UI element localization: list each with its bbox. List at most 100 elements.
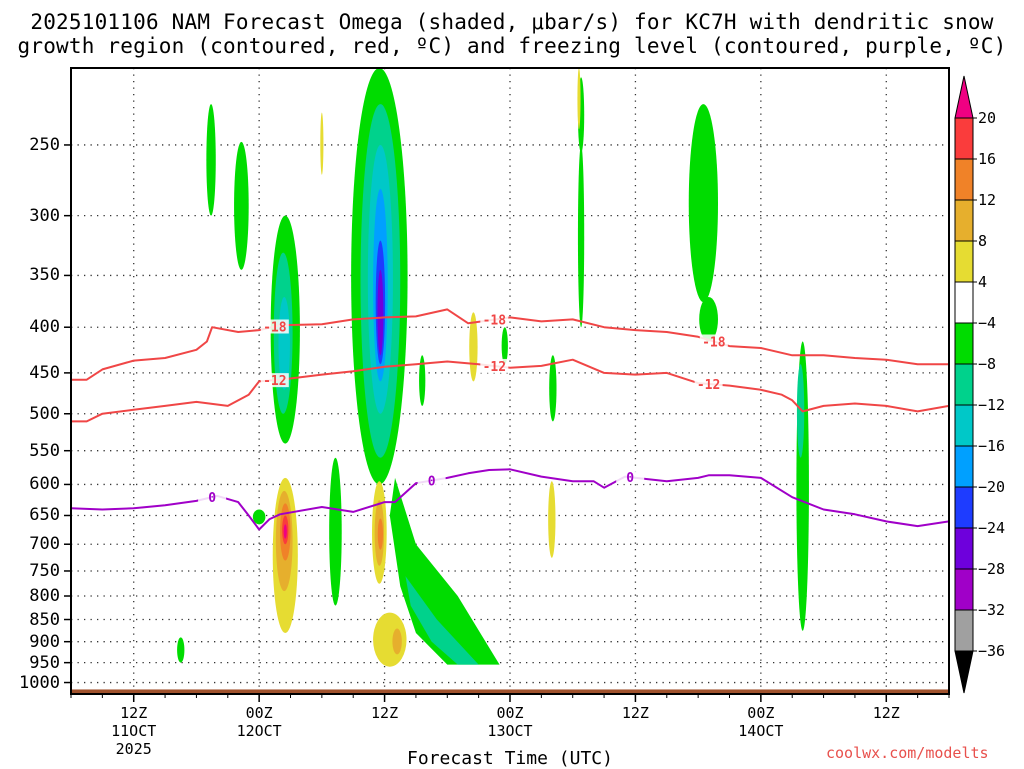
contour-label-bg (260, 319, 289, 334)
y-tick-label: 700 (29, 534, 60, 555)
colorbar-bin (954, 199, 974, 242)
colorbar-label: 16 (978, 150, 997, 168)
colorbar-label: −16 (978, 437, 1006, 455)
contour-label: -18 (263, 320, 287, 335)
colorbar-label: −24 (978, 519, 1006, 537)
colorbar-bin (954, 609, 974, 652)
contour-label: -12 (263, 374, 286, 389)
contour-label: -18 (702, 335, 726, 350)
y-tick-label: 600 (29, 474, 60, 495)
y-tick-label: 400 (29, 317, 60, 338)
contour-label-bg (694, 376, 723, 391)
omega-shade-region (320, 112, 324, 175)
omega-shade-region (377, 518, 384, 550)
colorbar-label: 12 (978, 191, 997, 209)
colorbar-bin (954, 404, 974, 447)
y-tick-label: 1000 (19, 672, 60, 693)
colorbar-label: 8 (978, 232, 988, 250)
omega-shade-region (377, 269, 384, 356)
x-tick-label: 12Z (621, 704, 649, 722)
omega-shade-region (419, 355, 426, 406)
contour-label: 0 (428, 475, 436, 490)
y-tick-label: 650 (29, 505, 60, 526)
colorbar-bin (954, 486, 974, 529)
contour-label: 0 (626, 471, 634, 486)
x-axis-label: Forecast Time (UTC) (407, 748, 613, 769)
omega-shade-region (234, 141, 249, 270)
contour-label: -18 (483, 314, 507, 329)
contour-line (71, 308, 949, 381)
omega-shade-region (283, 524, 287, 539)
colorbar-bin (954, 527, 974, 570)
contour-label-bg (480, 312, 509, 327)
x-tick-label: 14OCT (738, 722, 784, 740)
colorbar-label: −12 (978, 396, 1006, 414)
colorbar-label: −8 (978, 355, 997, 373)
contour-label-bg (260, 373, 289, 388)
contour-label-bg (699, 334, 728, 349)
omega-shade-region (405, 576, 479, 665)
y-tick-label: 950 (29, 652, 60, 673)
y-tick-label: 800 (29, 586, 60, 606)
colorbar-label: −32 (978, 601, 1006, 619)
x-tick-label: 12Z (120, 704, 148, 722)
omega-shade-region (548, 481, 556, 558)
contour-label: 0 (208, 491, 216, 506)
omega-shade-region (549, 355, 557, 422)
omega-shade-region (796, 364, 805, 458)
contour-label-bg (417, 473, 446, 488)
omega-shade-region (688, 104, 719, 303)
contour-line (71, 468, 949, 531)
omega-shade-region (329, 457, 342, 606)
y-tick-label: 550 (29, 440, 60, 461)
omega-shade-region (699, 296, 719, 342)
omega-shade-region (389, 477, 500, 665)
colorbar-label: −20 (978, 478, 1006, 496)
contour-label: -12 (697, 378, 720, 393)
x-tick-label: 00Z (496, 704, 524, 722)
colorbar-bin (954, 568, 974, 611)
colorbar-bin (954, 117, 974, 160)
colorbar-bin (954, 281, 974, 324)
omega-shade-region (577, 68, 581, 130)
x-tick-label: 13OCT (487, 722, 533, 740)
colorbar-label: 20 (978, 109, 997, 127)
colorbar-label: 4 (978, 273, 988, 291)
contour-label-bg (198, 490, 227, 505)
x-tick-label: 00Z (245, 704, 273, 722)
y-tick-label: 300 (29, 205, 60, 226)
x-tick-label: 12OCT (236, 722, 282, 740)
colorbar-bin (954, 322, 974, 365)
colorbar-label: −36 (978, 642, 1006, 660)
colorbar-bin (954, 240, 974, 283)
contour-label-bg (480, 358, 509, 373)
y-tick-label: 350 (29, 265, 60, 286)
colorbar-bin (954, 445, 974, 488)
contour-label: -12 (483, 360, 506, 375)
chart-title-line2: growth region (contoured, red, ºC) and f… (17, 34, 1007, 58)
y-tick-label: 750 (29, 560, 60, 581)
omega-shade-region (577, 144, 585, 328)
colorbar-label: −4 (978, 314, 997, 332)
omega-shade-region (206, 104, 216, 216)
omega-shade-region (252, 509, 266, 525)
source-credit: coolwx.com/modelts (826, 744, 989, 762)
x-tick-label: 00Z (747, 704, 775, 722)
colorbar-min-arrow (954, 650, 974, 694)
omega-shade-region (501, 327, 508, 365)
colorbar-bin (954, 158, 974, 201)
omega-shade-region (177, 637, 185, 663)
contour-label-bg (616, 470, 645, 485)
colorbar-bin (954, 363, 974, 406)
x-tick-label: 12Z (872, 704, 900, 722)
y-tick-label: 850 (29, 609, 60, 630)
y-tick-label: 900 (29, 631, 60, 652)
y-tick-label: 450 (29, 362, 60, 383)
x-tick-label: 11OCT (111, 722, 157, 740)
colorbar-max-arrow (954, 75, 974, 119)
terrain-surface (71, 689, 949, 694)
x-tick-label: 2025 (115, 740, 152, 758)
colorbar-label: −28 (978, 560, 1006, 578)
contour-line (71, 358, 949, 423)
